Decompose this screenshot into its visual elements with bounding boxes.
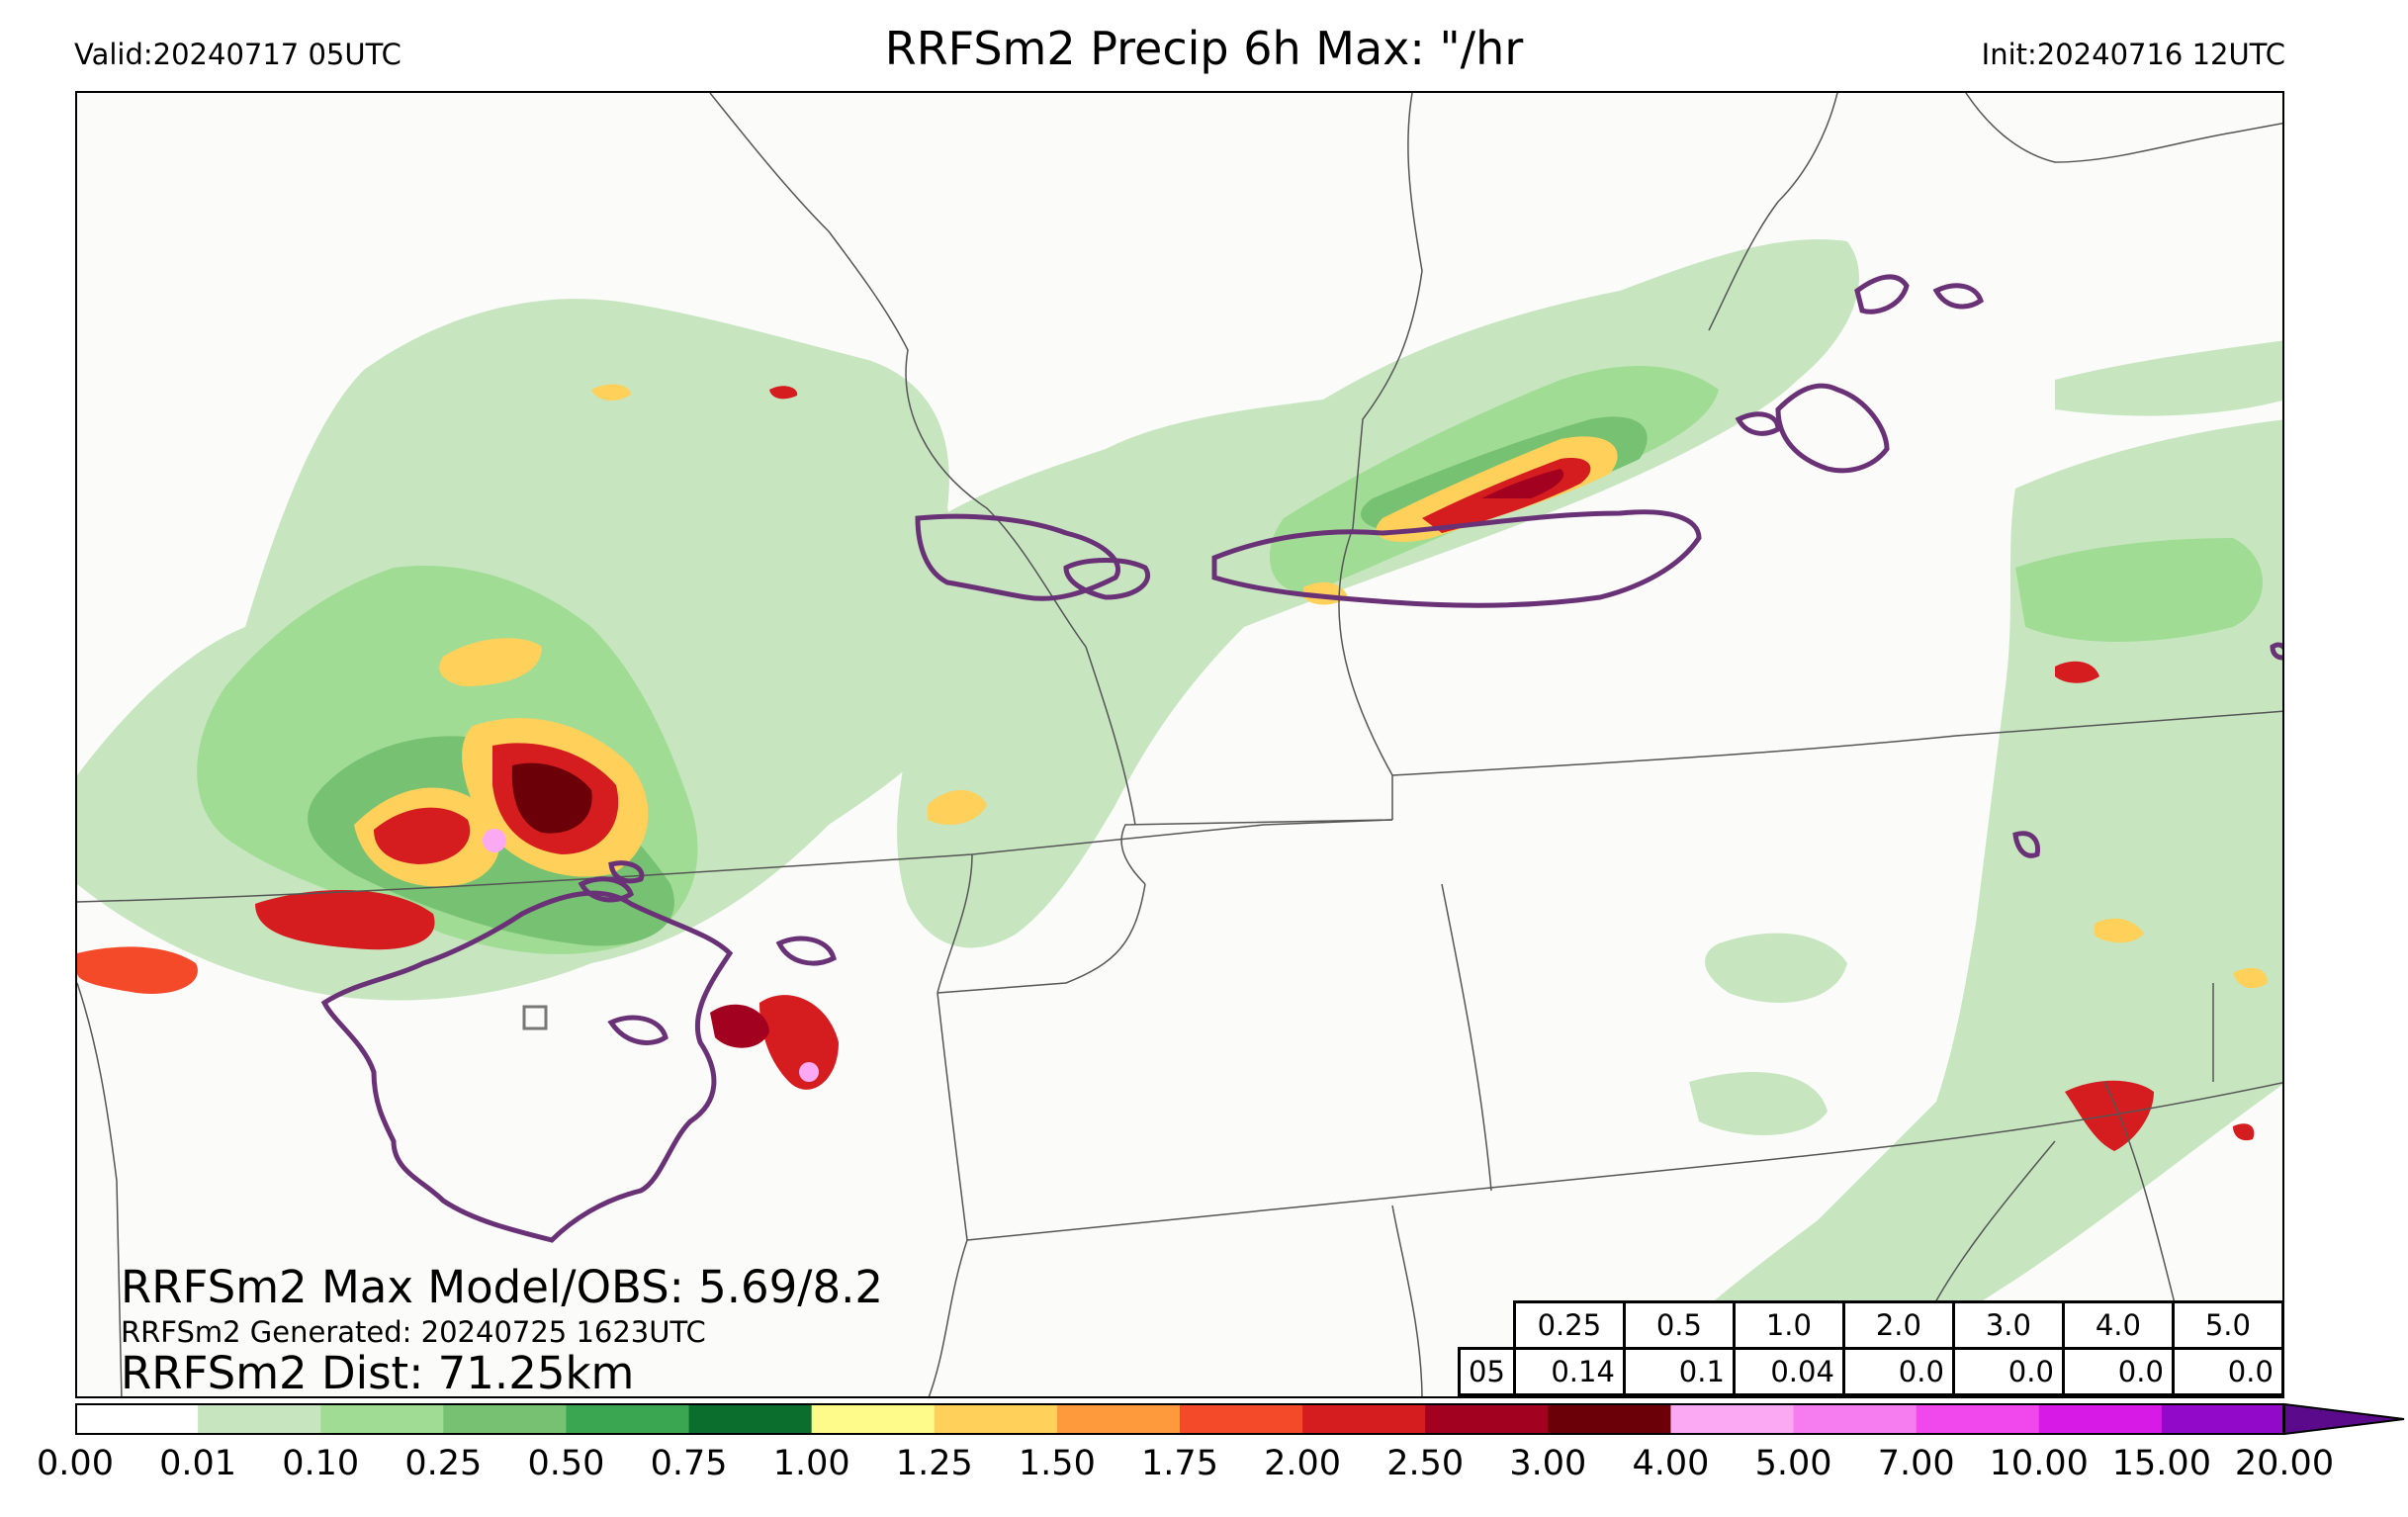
colorbar-tick-label: 20.00 — [2234, 1444, 2335, 1483]
colorbar-tick-label: 0.10 — [282, 1444, 360, 1483]
threshold-cell: 0.5 — [1622, 1300, 1736, 1350]
colorbar-tick-label: 0.01 — [159, 1444, 237, 1483]
value-cell: 0.14 — [1512, 1347, 1626, 1396]
threshold-cell: 1.0 — [1732, 1300, 1845, 1350]
threshold-cell: 4.0 — [2061, 1300, 2175, 1350]
colorbar-segment — [688, 1404, 813, 1434]
max-model-obs-label: RRFSm2 Max Model/OBS: 5.69/8.2 — [121, 1261, 884, 1313]
value-row: 05 0.14 0.1 0.04 0.0 0.0 0.0 0.0 — [1458, 1347, 2284, 1396]
colorbar-ticks: 0.00 0.01 0.10 0.25 0.50 0.75 1.00 1.25 1.50 1.75… — [0, 1444, 2408, 1503]
colorbar-segment — [1425, 1404, 1549, 1434]
threshold-cell: 0.25 — [1512, 1300, 1626, 1350]
colorbar-tick-label: 1.25 — [895, 1444, 973, 1483]
colorbar-segment — [198, 1404, 321, 1434]
colorbar-tick-label: 4.00 — [1632, 1444, 1710, 1483]
value-cell: 0.04 — [1732, 1347, 1845, 1396]
colorbar-segment — [1180, 1404, 1303, 1434]
colorbar-tick-label: 0.75 — [650, 1444, 728, 1483]
colorbar-tick-label: 0.25 — [404, 1444, 483, 1483]
value-cell: 0.0 — [2171, 1347, 2284, 1396]
verification-box — [522, 1005, 548, 1030]
colorbar-tick-label: 1.75 — [1141, 1444, 1218, 1483]
colorbar-tick-label: 1.50 — [1018, 1444, 1096, 1483]
colorbar-segment — [566, 1404, 690, 1434]
generated-label: RRFSm2 Generated: 20240725 1623UTC — [121, 1315, 706, 1349]
header: Valid:20240717 05UTC RRFSm2 Precip 6h Ma… — [0, 0, 2408, 89]
value-cell: 0.0 — [2061, 1347, 2175, 1396]
table-corner — [1460, 1302, 1515, 1349]
colorbar-tick-label: 10.00 — [1989, 1444, 2089, 1483]
colorbar-segment — [1916, 1404, 2040, 1434]
colorbar-tick-label: 7.00 — [1877, 1444, 1955, 1483]
colorbar-segment — [2038, 1404, 2163, 1434]
colorbar-segment — [443, 1404, 567, 1434]
threshold-cell: 5.0 — [2171, 1300, 2284, 1350]
colorbar-segment — [75, 1404, 199, 1434]
threshold-row: 0.25 0.5 1.0 2.0 3.0 4.0 5.0 — [1460, 1300, 2284, 1350]
precip-heavy-cores — [77, 384, 2268, 1151]
dist-label: RRFSm2 Dist: 71.25km — [121, 1347, 635, 1399]
colorbar-segment — [1670, 1404, 1795, 1434]
colorbar-segment — [934, 1404, 1058, 1434]
value-cell: 0.0 — [1951, 1347, 2065, 1396]
political-boundaries — [77, 93, 2282, 1396]
map-canvas — [77, 93, 2282, 1396]
colorbar-tick-label: 0.00 — [37, 1444, 114, 1483]
valid-time: Valid:20240717 05UTC — [74, 38, 401, 71]
precip-map — [75, 91, 2284, 1398]
colorbar-tick-label: 15.00 — [2111, 1444, 2211, 1483]
threshold-cell: 3.0 — [1951, 1300, 2065, 1350]
map-title: RRFSm2 Precip 6h Max: "/hr — [884, 22, 1524, 75]
colorbar-segment — [1302, 1404, 1426, 1434]
init-time: Init:20240716 12UTC — [1981, 38, 2285, 71]
colorbar-segment — [1548, 1404, 1671, 1434]
colorbar-extend-arrow — [2283, 1402, 2405, 1436]
colorbar-segment — [1056, 1404, 1181, 1434]
hour-cell: 05 — [1458, 1347, 1516, 1396]
colorbar-tick-label: 2.00 — [1264, 1444, 1342, 1483]
value-cell: 0.0 — [1841, 1347, 1955, 1396]
colorbar-segment — [1793, 1404, 1917, 1434]
threshold-table: 0.25 0.5 1.0 2.0 3.0 4.0 5.0 05 0.14 0.1 0.04 0.0 0.… — [1458, 1300, 2284, 1396]
colorbar-tick-label: 1.00 — [772, 1444, 850, 1483]
colorbar-tick-label: 5.00 — [1754, 1444, 1832, 1483]
colorbar — [75, 1402, 2405, 1436]
value-cell: 0.1 — [1622, 1347, 1736, 1396]
colorbar-tick-label: 2.50 — [1386, 1444, 1465, 1483]
colorbar-segment — [320, 1404, 444, 1434]
threshold-cell: 2.0 — [1841, 1300, 1955, 1350]
colorbar-tick-label: 0.50 — [527, 1444, 605, 1483]
colorbar-segment — [2161, 1404, 2285, 1434]
observed-precip-contours — [320, 274, 2282, 1243]
colorbar-segment — [811, 1404, 936, 1434]
colorbar-tick-label: 3.00 — [1509, 1444, 1587, 1483]
